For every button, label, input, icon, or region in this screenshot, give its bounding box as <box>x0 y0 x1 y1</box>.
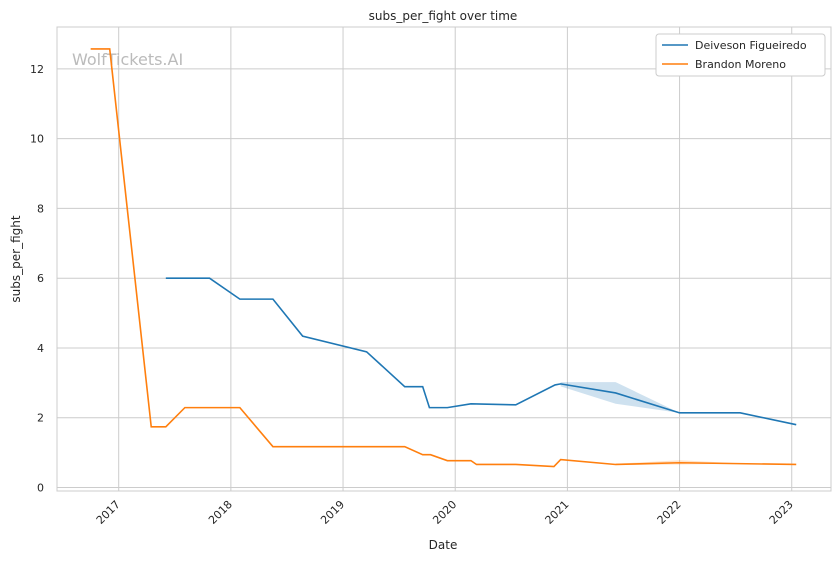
series-line-1 <box>90 48 797 468</box>
x-tick-label: 2023 <box>767 498 796 527</box>
y-tick-label: 4 <box>37 342 44 355</box>
x-tick-label: 2018 <box>206 498 235 527</box>
y-tick-label: 0 <box>37 482 44 495</box>
legend-label-figueiredo: Deiveson Figueiredo <box>695 39 807 52</box>
series-lines <box>90 48 797 468</box>
grid <box>57 27 831 491</box>
confidence-bands <box>560 382 736 466</box>
tick-labels: 2017 2018 2019 2020 2021 2022 2023 0 2 4 6 8 10 12 <box>30 63 796 527</box>
legend: Deiveson Figueiredo Brandon Moreno <box>655 33 826 77</box>
x-tick-label: 2017 <box>94 498 123 527</box>
y-tick-label: 12 <box>30 63 44 76</box>
y-tick-label: 6 <box>37 272 44 285</box>
x-tick-label: 2022 <box>655 498 684 527</box>
y-tick-label: 2 <box>37 412 44 425</box>
legend-box <box>655 33 826 77</box>
y-axis-label: subs_per_fight <box>9 215 23 302</box>
x-tick-label: 2019 <box>318 498 347 527</box>
series-line-0 <box>165 277 797 426</box>
x-tick-label: 2021 <box>543 498 572 527</box>
watermark: WolfTickets.AI <box>72 50 183 69</box>
x-tick-label: 2020 <box>430 498 459 527</box>
legend-label-moreno: Brandon Moreno <box>695 58 786 71</box>
confidence-band-0 <box>560 382 680 413</box>
chart-title: subs_per_fight over time <box>369 9 518 23</box>
y-tick-label: 10 <box>30 133 44 146</box>
x-axis-label: Date <box>429 538 458 552</box>
plot-frame <box>56 26 832 492</box>
y-tick-label: 8 <box>37 202 44 215</box>
